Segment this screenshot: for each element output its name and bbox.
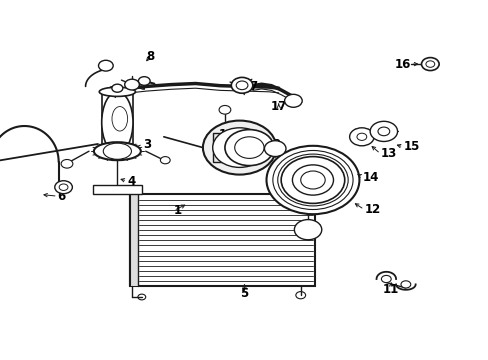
Circle shape: [284, 94, 302, 107]
Circle shape: [219, 105, 230, 114]
Bar: [93, 185, 142, 194]
Text: 6: 6: [58, 190, 66, 203]
Circle shape: [98, 60, 113, 71]
Circle shape: [369, 121, 397, 141]
Text: 15: 15: [403, 140, 419, 153]
Circle shape: [266, 146, 359, 214]
Circle shape: [212, 128, 266, 167]
Circle shape: [55, 181, 72, 194]
Circle shape: [203, 121, 276, 175]
Ellipse shape: [102, 92, 133, 153]
Circle shape: [349, 128, 373, 146]
Text: 16: 16: [394, 58, 410, 71]
Text: 9: 9: [272, 138, 280, 151]
Ellipse shape: [99, 87, 135, 96]
Ellipse shape: [94, 142, 141, 160]
Text: 3: 3: [142, 138, 151, 150]
Text: 4: 4: [127, 175, 135, 188]
Text: 12: 12: [364, 203, 380, 216]
Circle shape: [421, 58, 438, 71]
Text: 10: 10: [218, 129, 234, 141]
Circle shape: [381, 275, 390, 283]
Circle shape: [124, 79, 139, 90]
Text: 17: 17: [270, 100, 286, 113]
Circle shape: [231, 77, 252, 93]
Text: 11: 11: [382, 283, 399, 296]
Text: 13: 13: [380, 147, 396, 160]
Circle shape: [264, 141, 285, 157]
Circle shape: [224, 130, 273, 166]
Circle shape: [112, 84, 122, 92]
Text: 8: 8: [146, 50, 154, 63]
Circle shape: [292, 165, 333, 195]
Circle shape: [61, 159, 73, 168]
Text: 7: 7: [249, 80, 257, 93]
Circle shape: [160, 157, 170, 164]
Ellipse shape: [99, 148, 135, 158]
Circle shape: [138, 77, 150, 85]
Text: 5: 5: [240, 287, 248, 300]
Bar: [129, 194, 315, 286]
Circle shape: [294, 220, 321, 240]
Text: 14: 14: [362, 171, 378, 184]
Text: 2: 2: [108, 85, 116, 98]
Circle shape: [400, 281, 410, 288]
Circle shape: [281, 157, 344, 203]
Bar: [212, 133, 239, 162]
Bar: [129, 194, 138, 286]
Text: 1: 1: [173, 204, 182, 217]
